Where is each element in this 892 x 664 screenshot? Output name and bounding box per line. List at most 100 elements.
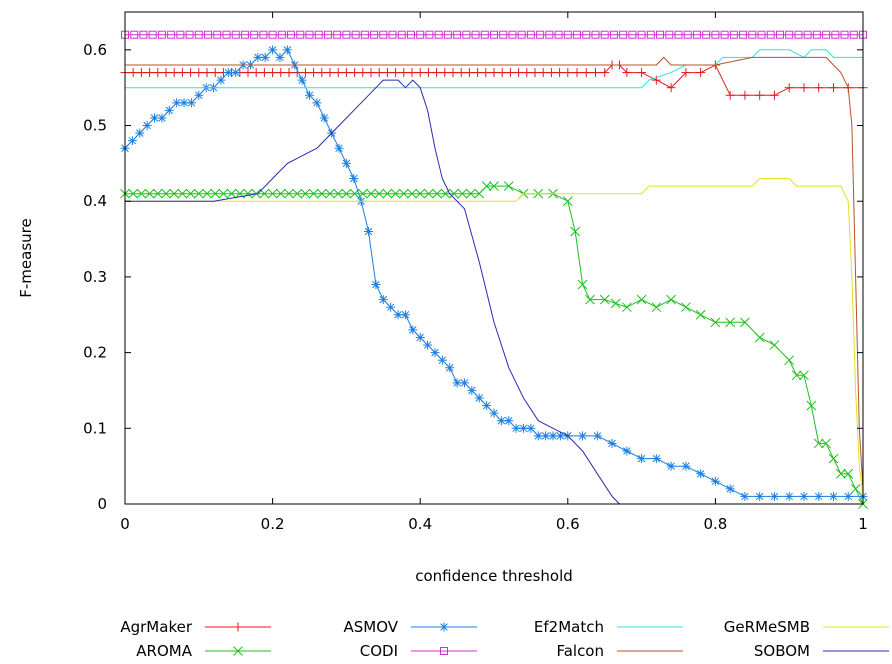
data-point bbox=[408, 325, 418, 335]
data-point bbox=[504, 416, 514, 426]
data-point bbox=[399, 68, 409, 78]
data-point bbox=[637, 30, 646, 39]
data-point bbox=[465, 188, 476, 199]
legend-marker bbox=[440, 647, 448, 655]
data-point bbox=[240, 30, 249, 39]
data-point bbox=[194, 68, 204, 78]
data-point bbox=[489, 408, 499, 418]
data-point bbox=[720, 30, 729, 39]
data-point bbox=[407, 68, 417, 78]
series-line bbox=[124, 48, 863, 497]
data-point bbox=[364, 227, 374, 237]
data-point bbox=[194, 90, 204, 100]
data-point bbox=[503, 181, 514, 191]
data-point bbox=[177, 188, 188, 199]
data-point bbox=[333, 30, 342, 39]
legend-item-CODI: CODI bbox=[360, 642, 477, 660]
legend-marker bbox=[233, 646, 243, 656]
data-point bbox=[481, 68, 491, 78]
data-point bbox=[167, 30, 176, 39]
y-tick-label: 0.6 bbox=[83, 41, 107, 59]
y-tick-label: 0 bbox=[97, 495, 107, 513]
data-point bbox=[570, 226, 581, 237]
data-point bbox=[309, 68, 319, 78]
data-point bbox=[464, 68, 474, 78]
series-Ef2Match bbox=[125, 49, 863, 89]
data-point bbox=[505, 68, 515, 78]
data-point bbox=[710, 317, 721, 328]
data-point bbox=[161, 68, 171, 78]
series-Falcon bbox=[125, 56, 864, 489]
data-point bbox=[305, 30, 314, 39]
data-point bbox=[325, 188, 335, 199]
data-point bbox=[681, 461, 691, 471]
data-point bbox=[398, 188, 409, 199]
data-point bbox=[784, 491, 794, 501]
data-point bbox=[692, 30, 701, 39]
data-point bbox=[312, 98, 322, 108]
data-point bbox=[562, 196, 573, 207]
data-point bbox=[522, 68, 532, 78]
data-point bbox=[609, 30, 618, 39]
data-point bbox=[794, 30, 803, 39]
x-tick-label: 0.4 bbox=[408, 515, 432, 533]
data-point bbox=[637, 68, 647, 78]
data-point bbox=[267, 188, 278, 199]
data-point bbox=[128, 188, 139, 199]
data-point bbox=[145, 68, 155, 78]
data-point bbox=[316, 188, 327, 199]
data-point bbox=[139, 30, 148, 39]
data-point bbox=[210, 188, 221, 199]
data-point bbox=[407, 188, 417, 199]
ticks-layer: 0 0.2 0.4 0.6 0.8 1 0 0.1 0.2 0.3 0.4 0.5 0.6 bbox=[83, 12, 868, 533]
data-point bbox=[349, 174, 359, 184]
data-point bbox=[740, 317, 750, 328]
data-point bbox=[739, 30, 748, 39]
data-point bbox=[268, 68, 278, 78]
series-GeRMeSMB bbox=[125, 178, 864, 497]
data-point bbox=[459, 378, 469, 388]
y-tick-label: 0.1 bbox=[83, 419, 107, 437]
data-point bbox=[415, 68, 425, 78]
x-axis-label: confidence threshold bbox=[415, 567, 573, 585]
data-point bbox=[769, 340, 780, 350]
data-point bbox=[546, 68, 556, 78]
legend-label: ASMOV bbox=[343, 618, 398, 636]
data-point bbox=[489, 181, 499, 191]
marks-layer bbox=[120, 30, 868, 509]
y-axis-label: F-measure bbox=[17, 218, 35, 297]
y-tick-label: 0.2 bbox=[83, 344, 107, 362]
data-point bbox=[666, 461, 676, 471]
legend-marker bbox=[233, 622, 243, 632]
data-point bbox=[572, 68, 582, 78]
legend-item-GeRMeSMB: GeRMeSMB bbox=[724, 618, 889, 636]
x-tick-label: 0.6 bbox=[556, 515, 580, 533]
data-point bbox=[628, 30, 637, 39]
data-point bbox=[423, 68, 433, 78]
data-point bbox=[548, 431, 558, 441]
data-point bbox=[358, 68, 368, 78]
data-point bbox=[449, 188, 459, 199]
data-point bbox=[218, 188, 229, 199]
data-point bbox=[836, 468, 846, 479]
data-point bbox=[437, 355, 447, 365]
data-point bbox=[554, 30, 563, 39]
data-point bbox=[204, 30, 213, 39]
data-point bbox=[456, 68, 466, 78]
series-line bbox=[125, 49, 863, 89]
data-point bbox=[822, 30, 831, 39]
data-point bbox=[210, 68, 220, 78]
data-point bbox=[300, 188, 311, 199]
data-point bbox=[142, 121, 152, 131]
data-point bbox=[169, 68, 179, 78]
x-tick-label: 0 bbox=[120, 515, 130, 533]
series-AROMA bbox=[120, 181, 868, 509]
data-point bbox=[813, 438, 824, 449]
legend-item-AgrMaker: AgrMaker bbox=[120, 618, 271, 636]
data-point bbox=[275, 188, 286, 199]
legend-label: SOBOM bbox=[754, 642, 810, 660]
data-point bbox=[600, 68, 610, 78]
data-point bbox=[432, 188, 442, 199]
data-point bbox=[430, 348, 440, 358]
